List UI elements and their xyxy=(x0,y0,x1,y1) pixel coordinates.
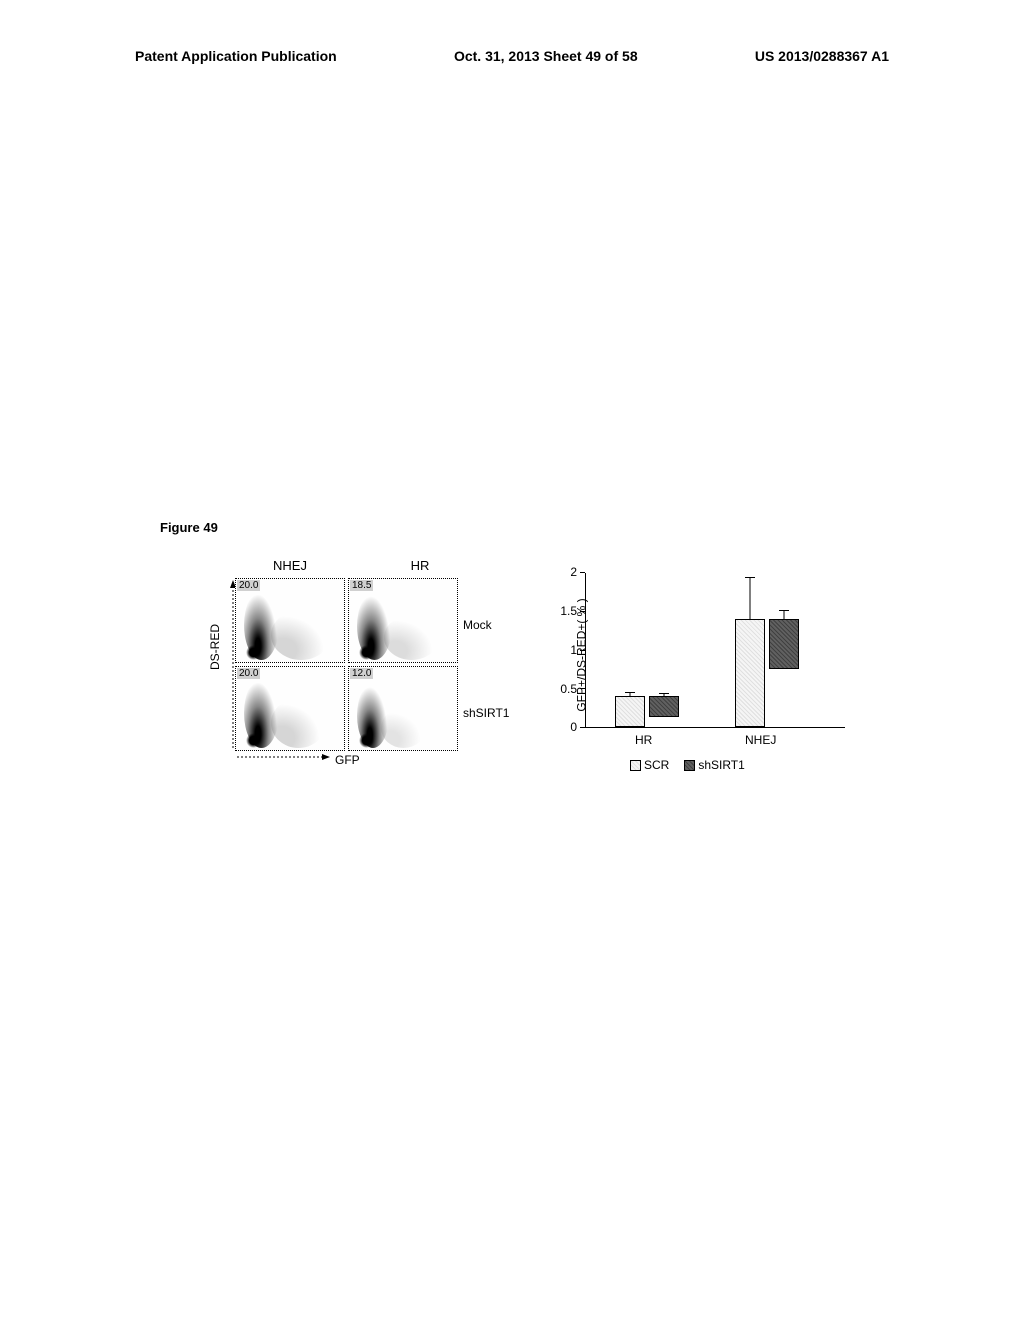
legend-item-scr: SCR xyxy=(630,758,669,772)
header-left: Patent Application Publication xyxy=(135,48,337,64)
legend-item-shsirt1: shSIRT1 xyxy=(684,758,744,772)
bar-nhej-shsirt1 xyxy=(769,619,799,669)
x-axis-arrow-icon xyxy=(235,754,330,760)
y-tick-label: 1 xyxy=(555,643,577,657)
bar-chart-panel: GFP+/DS-RED+( % ) 0 0.5 1 1.5 2 xyxy=(530,558,850,788)
y-tick-label: 0.5 xyxy=(555,682,577,696)
facs-plot: 20.0 xyxy=(235,666,345,751)
bar-hr-shsirt1 xyxy=(649,696,679,717)
facs-x-axis-label: GFP xyxy=(335,753,360,767)
facs-column-headers: NHEJ HR xyxy=(235,558,475,573)
chart-area: 0 0.5 1 1.5 2 xyxy=(585,573,845,728)
facs-col-header-nhej: NHEJ xyxy=(235,558,345,573)
chart-legend: SCR shSIRT1 xyxy=(630,758,745,772)
y-tick-label: 1.5 xyxy=(555,604,577,618)
figure-title: Figure 49 xyxy=(160,520,218,535)
page-header: Patent Application Publication Oct. 31, … xyxy=(0,48,1024,64)
facs-row-label-mock: Mock xyxy=(463,618,492,632)
x-tick-label-nhej: NHEJ xyxy=(745,733,776,747)
header-right: US 2013/0288367 A1 xyxy=(755,48,889,64)
legend-label: shSIRT1 xyxy=(698,758,744,772)
facs-row-label-shsirt1: shSIRT1 xyxy=(463,706,509,720)
y-axis-line xyxy=(585,573,586,728)
facs-plot: 20.0 xyxy=(235,578,345,663)
bar-group-hr xyxy=(615,696,679,727)
header-center: Oct. 31, 2013 Sheet 49 of 58 xyxy=(454,48,638,64)
facs-plot: 18.5 xyxy=(348,578,458,663)
legend-swatch-icon xyxy=(630,760,641,771)
x-axis-line xyxy=(585,727,845,728)
bar-hr-scr xyxy=(615,696,645,727)
figure-container: NHEJ HR DS-RED 20.0 18.5 xyxy=(200,558,850,788)
facs-grid: 20.0 18.5 Mock xyxy=(235,578,458,751)
legend-swatch-icon xyxy=(684,760,695,771)
facs-row-shsirt1: 20.0 12.0 shSIRT1 xyxy=(235,666,458,751)
facs-y-axis-label: DS-RED xyxy=(208,624,222,670)
facs-plot: 12.0 xyxy=(348,666,458,751)
legend-label: SCR xyxy=(644,758,669,772)
bar-nhej-scr xyxy=(735,619,765,728)
y-tick-label: 0 xyxy=(555,720,577,734)
facs-row-mock: 20.0 18.5 Mock xyxy=(235,578,458,663)
facs-panel: NHEJ HR DS-RED 20.0 18.5 xyxy=(200,558,490,773)
x-tick-label-hr: HR xyxy=(635,733,652,747)
y-tick-label: 2 xyxy=(555,565,577,579)
bar-group-nhej xyxy=(735,619,799,728)
facs-col-header-hr: HR xyxy=(365,558,475,573)
